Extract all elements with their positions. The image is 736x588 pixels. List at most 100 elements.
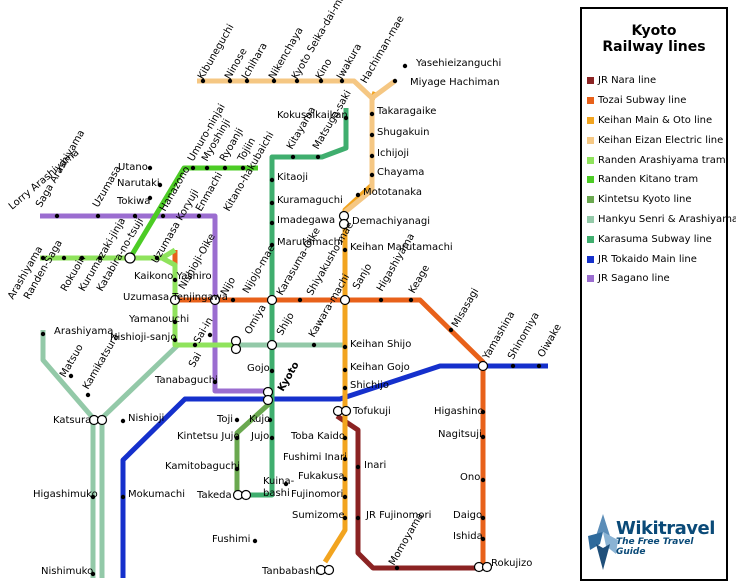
station-dot[interactable] — [392, 78, 398, 84]
station-dot[interactable] — [85, 392, 91, 398]
label-nijo[interactable]: Nijo — [219, 275, 238, 297]
label-ichijoji[interactable]: Ichijoji — [377, 148, 409, 159]
station-dot[interactable] — [294, 78, 300, 84]
label-nishioji[interactable]: Nishioji — [128, 413, 164, 424]
station-dot[interactable] — [147, 195, 153, 201]
station-dot[interactable] — [480, 409, 486, 415]
station-dot[interactable] — [355, 464, 361, 470]
station-dot[interactable] — [196, 213, 202, 219]
station-dot[interactable] — [510, 363, 516, 369]
label-ichihara[interactable]: Ichihara — [240, 41, 270, 81]
label-sumizome[interactable]: Sumizome — [292, 510, 344, 521]
station-dot[interactable] — [90, 571, 96, 577]
label-keihan-gojo[interactable]: Keihan Gojo — [350, 362, 410, 373]
station-dot[interactable] — [154, 255, 160, 261]
station-dot[interactable] — [120, 494, 126, 500]
label-sanjo[interactable]: Sanjo — [351, 262, 374, 292]
label-mokumachi[interactable]: Mokumachi — [128, 489, 185, 500]
station-dot[interactable] — [448, 327, 454, 333]
station-dot[interactable] — [343, 115, 349, 121]
station-dot[interactable] — [234, 417, 240, 423]
label-tokiwa[interactable]: Tokiwa — [116, 196, 150, 207]
station-dot[interactable] — [271, 78, 277, 84]
label-tanabaguchi[interactable]: Tanabaguchi — [154, 375, 218, 386]
station-dot[interactable] — [342, 344, 348, 350]
station-dot[interactable] — [132, 213, 138, 219]
label-sai-in[interactable]: Sai-in — [192, 316, 216, 346]
label-arashiyama-hankyu[interactable]: Arashiyama — [54, 326, 113, 337]
label-iwakura[interactable]: Iwakura — [335, 42, 364, 82]
label-tanbabashi[interactable]: Tanbabashi — [261, 566, 318, 577]
label-nishioji-sanjo[interactable]: Nishioji-sanjo — [110, 332, 176, 343]
station-dot[interactable] — [244, 78, 250, 84]
station-dot[interactable] — [172, 337, 178, 343]
label-shijo[interactable]: Shijo — [275, 311, 297, 338]
station-dot[interactable] — [480, 434, 486, 440]
station-dot[interactable] — [172, 319, 178, 325]
label-tofukuji[interactable]: Tofukuji — [352, 406, 391, 417]
label-higashino[interactable]: Higashino — [434, 406, 484, 417]
station-dot[interactable] — [212, 379, 218, 385]
station-dot[interactable] — [342, 456, 348, 462]
station-dot[interactable] — [536, 363, 542, 369]
label-kino[interactable]: Kino — [314, 57, 334, 81]
station-dot[interactable] — [227, 78, 233, 84]
station-dot[interactable] — [369, 153, 375, 159]
interchange-nijo[interactable] — [209, 294, 221, 306]
station-dot[interactable] — [79, 255, 85, 261]
label-demachiyanagi[interactable]: Demachiyanagi — [352, 216, 430, 227]
brand-name[interactable]: Wikitravel — [616, 518, 715, 539]
station-dot[interactable] — [369, 111, 375, 117]
label-fukakusa[interactable]: Fukakusa — [298, 471, 344, 482]
label-fujinomori[interactable]: Fujinomori — [291, 489, 343, 500]
station-dot[interactable] — [394, 565, 400, 571]
station-dot[interactable] — [190, 165, 196, 171]
interchange-sanjo[interactable] — [339, 294, 351, 306]
interchange-katabira[interactable] — [124, 252, 136, 264]
label-kyoto[interactable]: Kyoto — [276, 360, 302, 393]
station-dot[interactable] — [160, 213, 166, 219]
label-toji[interactable]: Toji — [216, 414, 233, 425]
station-dot[interactable] — [297, 297, 303, 303]
label-keihan-marutamachi[interactable]: Keihan Marutamachi — [350, 242, 453, 253]
label-rokujizo[interactable]: Rokujizo — [491, 558, 532, 569]
station-dot[interactable] — [342, 494, 348, 500]
label-jujo[interactable]: Jujo — [250, 431, 269, 442]
station-dot[interactable] — [252, 538, 258, 544]
station-dot[interactable] — [97, 255, 103, 261]
label-sai[interactable]: Sai — [187, 351, 204, 370]
station-dot[interactable] — [480, 477, 486, 483]
label-takeda[interactable]: Takeda — [196, 490, 232, 501]
interchange-shijo[interactable] — [266, 339, 278, 351]
station-dot[interactable] — [480, 515, 486, 521]
station-dot[interactable] — [355, 192, 361, 198]
label-marutamachi[interactable]: Marutamachi — [277, 237, 343, 248]
station-dot[interactable] — [369, 172, 375, 178]
station-dot[interactable] — [40, 255, 46, 261]
label-nishimuko[interactable]: Nishimuko — [41, 566, 93, 577]
station-dot[interactable] — [342, 385, 348, 391]
label-yasehieizanguchi[interactable]: Yasehieizanguchi — [415, 58, 501, 69]
label-shichijo[interactable]: Shichijo — [350, 380, 389, 391]
label-kokusaikaikan[interactable]: Kokusaikaikan — [277, 110, 348, 121]
station-dot[interactable] — [355, 515, 361, 521]
station-dot[interactable] — [269, 242, 275, 248]
label-takaragaike[interactable]: Takaragaike — [376, 106, 436, 117]
label-oiwake[interactable]: Oiwake — [536, 322, 564, 359]
station-dot[interactable] — [378, 297, 384, 303]
station-dot[interactable] — [234, 435, 240, 441]
station-dot[interactable] — [234, 466, 240, 472]
label-keage[interactable]: Keage — [407, 263, 432, 295]
interchange-nishioji-oike[interactable] — [169, 294, 181, 306]
station-dot[interactable] — [95, 213, 101, 219]
station-dot[interactable] — [318, 78, 324, 84]
station-dot[interactable] — [269, 200, 275, 206]
station-dot[interactable] — [269, 177, 275, 183]
label-kuinabashi[interactable]: Kuina-bashi — [263, 476, 295, 499]
station-dot[interactable] — [369, 132, 375, 138]
label-misasagi[interactable]: Misasagi — [450, 287, 481, 330]
station-dot[interactable] — [402, 63, 408, 69]
label-fushimi[interactable]: Fushimi — [212, 534, 250, 545]
label-kuramaguchi[interactable]: Kuramaguchi — [277, 195, 343, 206]
station-dot[interactable] — [90, 494, 96, 500]
